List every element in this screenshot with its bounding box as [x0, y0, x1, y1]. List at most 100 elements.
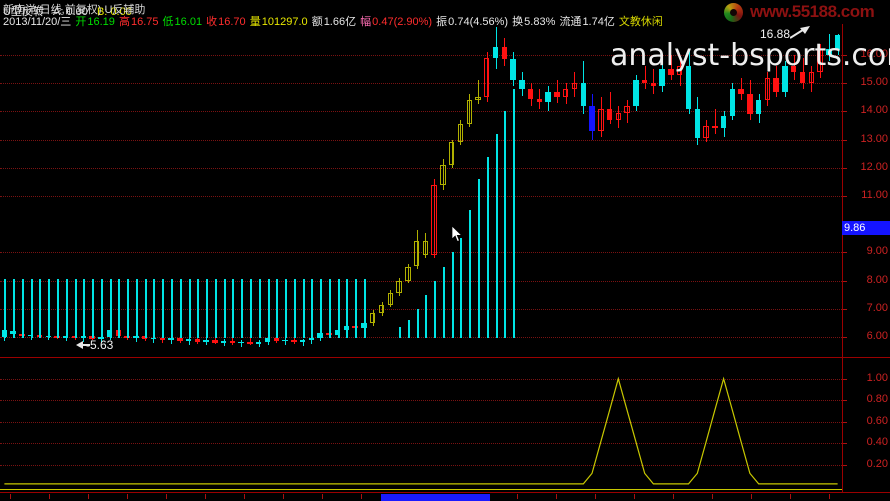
reference-bar: [460, 238, 462, 339]
candle-wick: [469, 94, 470, 127]
indicator-legend: U型反转 A: 0.00 B: 0.00: [3, 3, 132, 19]
candle-body: [220, 340, 227, 343]
indicator-gridline: [0, 421, 842, 423]
date-tick: [283, 494, 284, 499]
candle-body: [501, 46, 508, 60]
candle-body: [519, 80, 525, 89]
price-tick-label: 11.00: [861, 189, 888, 201]
candle-body: [141, 336, 148, 340]
close-value: 16.70: [218, 16, 246, 28]
reference-bar: [180, 279, 182, 339]
indicator-b-value: 0.00: [110, 6, 132, 18]
candle-body: [431, 184, 437, 256]
candle-body: [580, 83, 586, 106]
price-tick: [842, 167, 847, 169]
open-value: 16.19: [87, 16, 115, 28]
indicator-tick-label: 0.40: [866, 436, 888, 449]
price-gridline: [0, 55, 842, 56]
candle-body: [396, 280, 402, 294]
candle-wick: [171, 337, 172, 345]
price-tick: [842, 280, 847, 282]
quote-header: 新南洋(日线,前复权) U反辅助 2013/11/20/三 开16.19 高16…: [0, 0, 890, 28]
reference-bar: [153, 279, 155, 339]
candle-body: [133, 336, 139, 339]
date-tick: [751, 494, 752, 499]
indicator-tick-label: 0.60: [866, 414, 888, 427]
candle-body: [273, 338, 279, 341]
candle-body: [106, 329, 113, 337]
amplitude-label: 振: [436, 16, 448, 28]
price-tick: [842, 111, 847, 113]
reference-bar: [320, 279, 322, 339]
indicator-chart-pane[interactable]: [0, 360, 842, 492]
high-label: 高: [118, 16, 130, 28]
reference-bar: [268, 279, 270, 339]
candle-wick: [373, 310, 374, 327]
date-tick: [49, 494, 50, 499]
price-tick: [842, 196, 847, 197]
date-tick: [595, 494, 596, 499]
amount-value: 1.66亿: [323, 16, 357, 28]
candle-body: [291, 339, 297, 343]
candle-wick: [189, 337, 190, 345]
candle-body: [370, 313, 376, 324]
volume-label: 量: [249, 16, 261, 28]
date-tick: [361, 494, 362, 499]
reference-bar: [57, 279, 59, 339]
candle-wick: [610, 91, 611, 125]
reference-bar: [338, 279, 340, 339]
date-tick: [244, 494, 245, 499]
price-gridline: [0, 83, 842, 85]
price-gridline: [0, 196, 842, 197]
site-logo-text: www.55188.com: [750, 2, 875, 21]
reference-bar: [110, 279, 112, 339]
candle-wick: [829, 33, 830, 61]
amount-label: 额: [311, 16, 323, 28]
candle-body: [782, 66, 788, 92]
security-title: 新南洋(日线,前复权) U反辅助: [3, 4, 146, 16]
reference-bar: [408, 320, 410, 339]
candle-body: [571, 83, 578, 89]
candle-wick: [285, 337, 286, 345]
candle-body: [545, 91, 551, 102]
date-indicator-box: [381, 494, 490, 501]
indicator-axis: 1.00 0.80 0.60 0.40 0.20: [842, 360, 890, 492]
candle-wick: [153, 335, 154, 344]
candle-wick: [399, 277, 400, 297]
open-label: 开: [75, 16, 87, 28]
date-tick: [166, 494, 167, 499]
candle-wick: [811, 66, 812, 92]
date-tick: [10, 494, 11, 499]
indicator-tick-label: 0.20: [866, 457, 888, 470]
candle-body: [536, 98, 543, 102]
candle-wick: [627, 100, 628, 123]
candle-body: [256, 342, 262, 344]
price-tick-label: 12.00: [860, 160, 888, 173]
reference-bar: [364, 279, 366, 339]
candle-body: [299, 340, 306, 343]
candle-body: [755, 100, 762, 115]
candle-wick: [408, 263, 409, 284]
candle-body: [554, 91, 560, 98]
candle-body: [334, 329, 341, 335]
low-label: 低: [162, 16, 174, 28]
price-tick: [842, 308, 847, 310]
indicator-tick: [842, 443, 847, 445]
reference-bar: [232, 279, 234, 339]
price-chart-pane[interactable]: [0, 24, 842, 357]
candle-body: [799, 71, 806, 84]
candle-wick: [443, 159, 444, 191]
price-tick-label: 16.00: [860, 48, 888, 60]
candle-wick: [259, 340, 260, 348]
indicator-tick: [842, 421, 847, 423]
reference-bar: [478, 179, 480, 339]
price-tick: [842, 55, 847, 56]
candle-wick: [653, 69, 654, 95]
indicator-name: U型反转: [3, 6, 44, 18]
candle-wick: [478, 80, 479, 105]
date-tick: [673, 494, 674, 499]
page-watermark: analyst-bsports.com: [610, 38, 890, 73]
candle-body: [598, 108, 604, 132]
candle-wick: [487, 52, 488, 102]
reference-bar: [13, 279, 15, 339]
